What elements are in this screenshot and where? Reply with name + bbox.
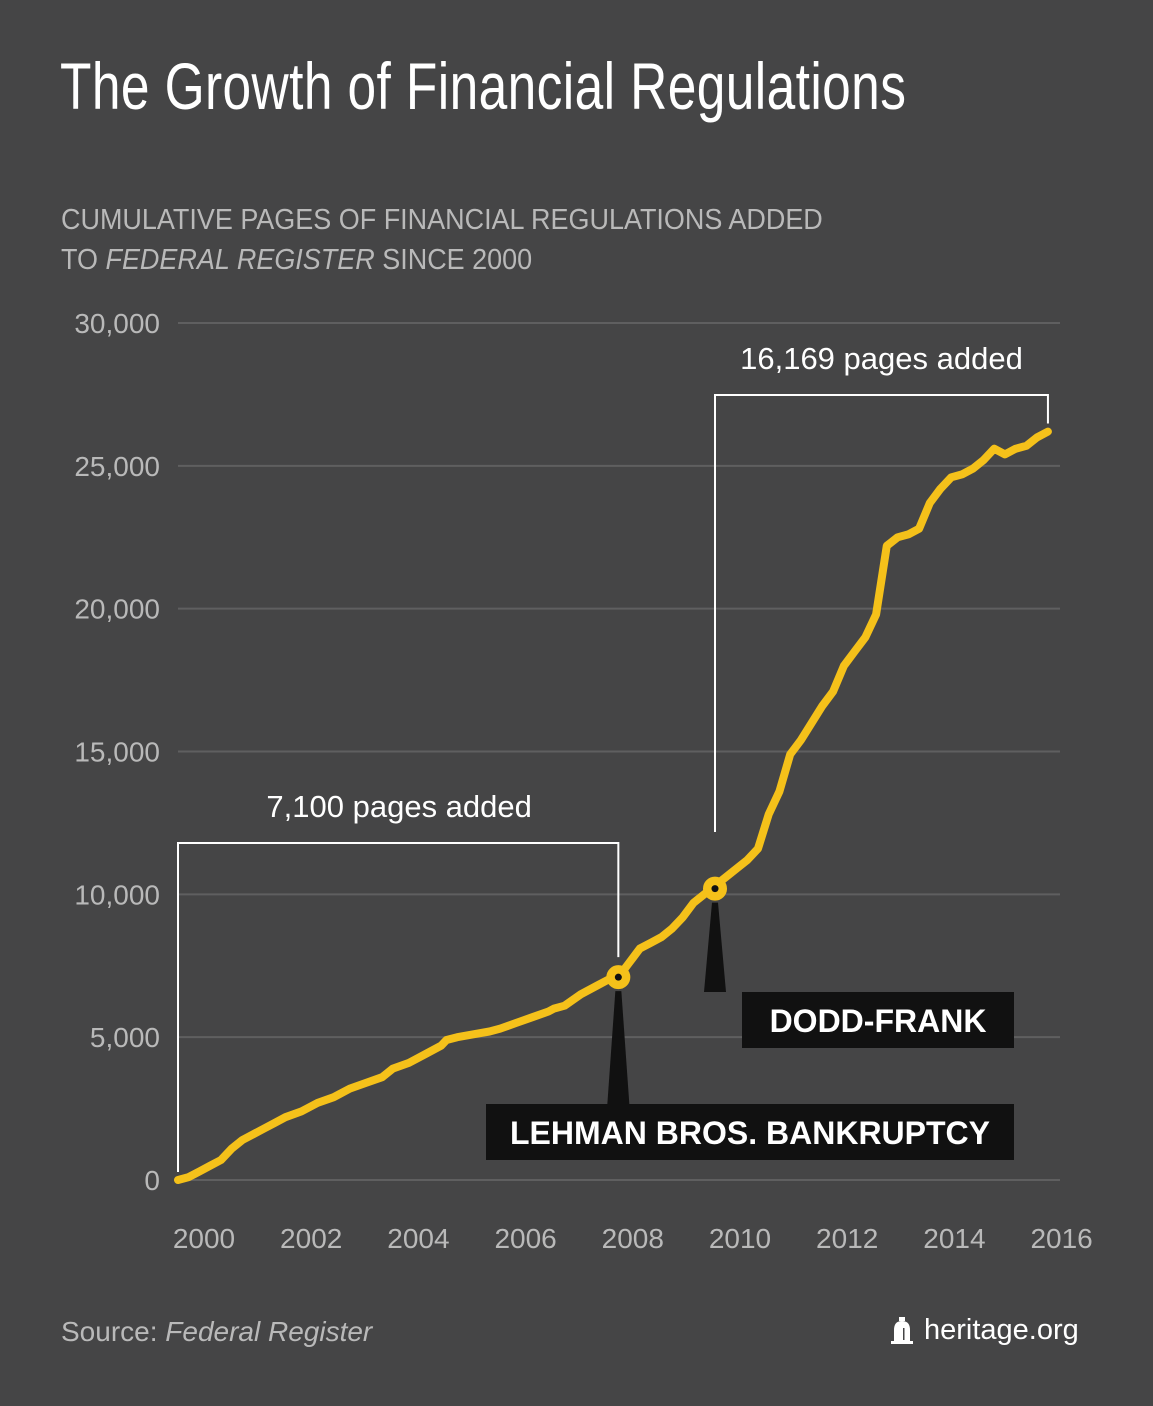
y-tick-label: 15,000 (74, 737, 160, 768)
event-callouts: LEHMAN BROS. BANKRUPTCY DODD-FRANK (486, 876, 1014, 1160)
doddfrank-callout-box (742, 992, 1014, 1048)
x-tick-label: 2008 (602, 1223, 664, 1254)
doddfrank-callout-pointer (704, 902, 726, 992)
series-line-path (174, 427, 1052, 1184)
series-line (174, 427, 1052, 1184)
x-tick-label: 2012 (816, 1223, 878, 1254)
y-tick-label: 5,000 (90, 1022, 160, 1053)
y-tick-label: 10,000 (74, 879, 160, 910)
brand-logo[interactable]: heritage.org (890, 1314, 1079, 1347)
subtitle-italic: FEDERAL REGISTER (105, 244, 375, 276)
lehman-callout-marker-center (614, 973, 622, 981)
x-tick-label: 2004 (387, 1223, 449, 1254)
lehman-callout-pointer (607, 991, 630, 1104)
bracket-left (177, 842, 620, 1172)
source-prefix: Source: (61, 1316, 166, 1347)
subtitle-line-1: CUMULATIVE PAGES OF FINANCIAL REGULATION… (61, 204, 823, 236)
source-name: Federal Register (165, 1316, 373, 1347)
bracket-right (714, 394, 1049, 832)
liberty-bell-icon (891, 1316, 913, 1344)
bracket-right-label: 16,169 pages added (740, 341, 1023, 376)
y-axis-ticks: 0 5,000 10,000 15,000 20,000 25,000 30,000 (74, 308, 160, 1196)
lehman-callout-label: LEHMAN BROS. BANKRUPTCY (510, 1115, 990, 1151)
x-tick-label: 2000 (173, 1223, 235, 1254)
x-tick-label: 2002 (280, 1223, 342, 1254)
lehman-callout-box (486, 1104, 1014, 1160)
x-axis-ticks: 2000 2002 2004 2006 2008 2010 2012 2014 2016 (173, 1223, 1093, 1254)
y-tick-label: 30,000 (74, 308, 160, 339)
doddfrank-callout-label: DODD-FRANK (770, 1003, 987, 1039)
bracket-left-label: 7,100 pages added (266, 789, 531, 824)
y-tick-label: 20,000 (74, 594, 160, 625)
x-tick-label: 2010 (709, 1223, 771, 1254)
x-tick-label: 2006 (494, 1223, 556, 1254)
subtitle-prefix: TO (61, 244, 106, 276)
y-tick-label: 25,000 (74, 451, 160, 482)
chart-title: The Growth of Financial Regulations (60, 49, 907, 123)
subtitle-line-2: TO FEDERAL REGISTER SINCE 2000 (61, 240, 823, 280)
subtitle-suffix: SINCE 2000 (374, 244, 533, 276)
x-tick-label: 2014 (923, 1223, 985, 1254)
y-tick-label: 0 (144, 1165, 160, 1196)
annotation-brackets: 7,100 pages added 16,169 pages added (177, 341, 1049, 1172)
x-tick-label: 2016 (1030, 1223, 1092, 1254)
source-note: Source: Federal Register (61, 1316, 372, 1348)
doddfrank-callout-marker-center (711, 885, 719, 893)
brand-text: heritage.org (924, 1314, 1079, 1346)
chart-subtitle: CUMULATIVE PAGES OF FINANCIAL REGULATION… (61, 200, 823, 280)
